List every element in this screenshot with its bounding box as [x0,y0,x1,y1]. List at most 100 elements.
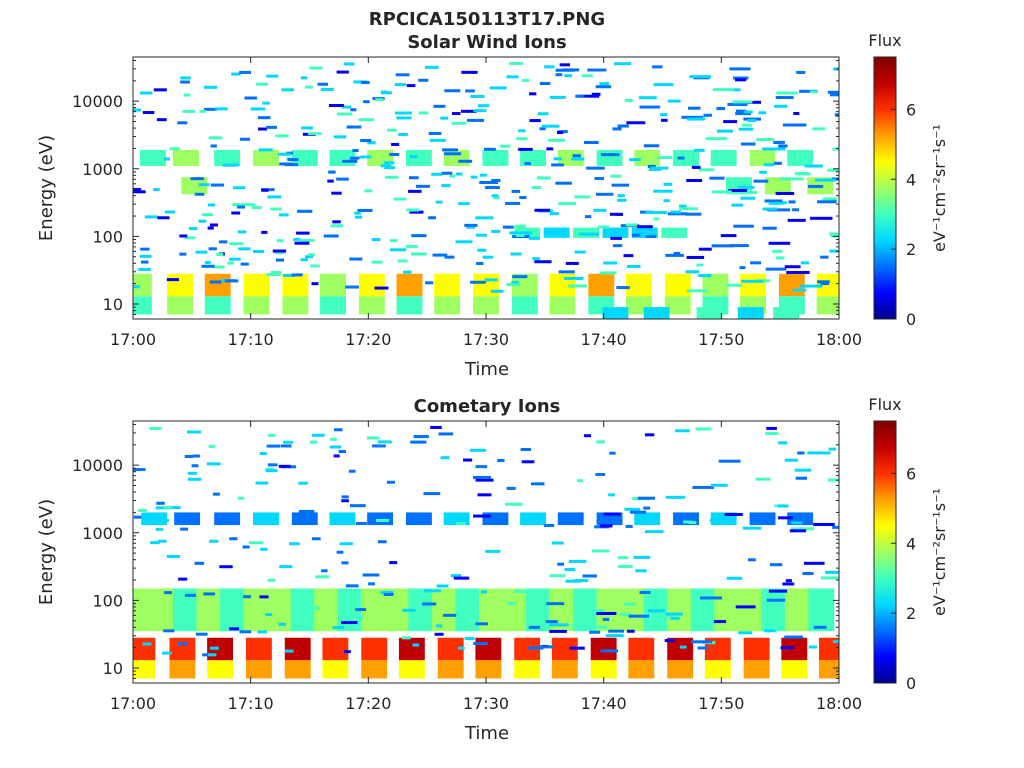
flux-cell [690,640,713,644]
flux-cell [164,591,172,595]
flux-cell [201,213,213,217]
flux-cell [301,126,313,130]
figure-title: RPCICA150113T17.PNG [369,9,605,30]
flux-cell [520,447,532,451]
flux-cell [827,478,839,482]
flux-cell [267,195,282,199]
flux-cell [431,172,443,176]
flux-cell [595,192,614,196]
colorbar-tick-label: 4 [906,170,916,189]
flux-cell [613,62,632,66]
flux-cell [207,653,217,657]
solar-wind-panel: Solar Wind Ions Energy (eV) Time Flux eV… [36,31,949,380]
colorbar-tick-label: 6 [906,464,916,483]
flux-cell [584,140,599,144]
flux-cell [363,100,370,104]
flux-cell [490,289,504,293]
flux-cell [485,185,500,189]
flux-cell [315,575,330,579]
flux-cell [639,590,651,594]
flux-cell [141,512,168,526]
flux-cell [509,61,524,65]
flux-cell [180,76,191,80]
flux-cell [294,241,310,245]
flux-cell [267,433,276,437]
flux-cell [137,508,147,512]
colorbar-unit-label: eV⁻¹cm⁻²sr⁻¹s⁻¹ [930,488,949,616]
flux-cell [572,154,581,158]
flux-cell [631,233,641,237]
flux-cell [628,660,655,679]
flux-cell [663,182,673,186]
flux-cell [358,296,385,315]
flux-cell [758,111,767,115]
flux-cell [602,227,629,238]
flux-cell [838,107,839,111]
flux-cell [529,119,541,123]
flux-cell [245,637,272,661]
flux-cell [475,622,489,626]
flux-cell [423,492,441,496]
flux-cell [290,588,317,632]
flux-cell [167,273,194,297]
flux-cell [644,530,664,534]
flux-cell [589,630,601,634]
flux-cell [332,626,345,630]
flux-cell [609,212,620,216]
flux-cell [626,273,652,297]
flux-cell [611,183,630,187]
flux-cell [242,203,256,207]
flux-cell [530,482,545,486]
flux-cell [832,640,839,644]
flux-cell [293,237,301,241]
flux-cell [320,273,346,297]
flux-cell [161,518,169,522]
flux-cell [735,605,756,609]
flux-cell [287,158,299,162]
flux-cell [756,279,771,283]
flux-cell [195,632,208,636]
flux-cell [342,159,358,163]
flux-cell [208,136,223,140]
flux-cell [204,296,231,315]
flux-cell [144,215,158,219]
flux-cell [558,270,575,274]
flux-cell [599,524,613,528]
flux-cell [762,147,786,151]
flux-cell [761,588,788,632]
flux-cell [196,588,223,632]
flux-cell [310,264,320,268]
flux-cell [248,541,264,545]
flux-cell [436,584,449,588]
flux-cell [473,109,487,113]
flux-cell [588,608,605,612]
flux-cell [691,165,701,169]
flux-cell [480,590,487,594]
flux-cell [266,125,277,129]
flux-cell [815,178,837,182]
flux-cell [505,201,521,205]
flux-cell [775,191,795,195]
flux-cell [527,646,544,650]
flux-cell [229,257,241,261]
flux-cell [409,176,419,180]
flux-cell [511,189,521,193]
flux-cell [667,212,688,216]
flux-cell [380,591,394,595]
flux-cell [162,651,172,655]
flux-cell [451,121,467,125]
flux-cell [429,138,446,142]
flux-cell [629,158,641,162]
flux-cell [358,118,375,122]
flux-cell [834,113,839,117]
flux-cell [214,107,228,111]
flux-cell [178,577,188,581]
flux-cell [808,588,835,632]
flux-cell [475,478,494,482]
flux-cell [544,65,555,69]
flux-cell [586,166,605,170]
flux-cell [133,187,142,191]
flux-cell [729,88,741,92]
flux-cell [398,660,425,679]
flux-cell [784,458,799,462]
